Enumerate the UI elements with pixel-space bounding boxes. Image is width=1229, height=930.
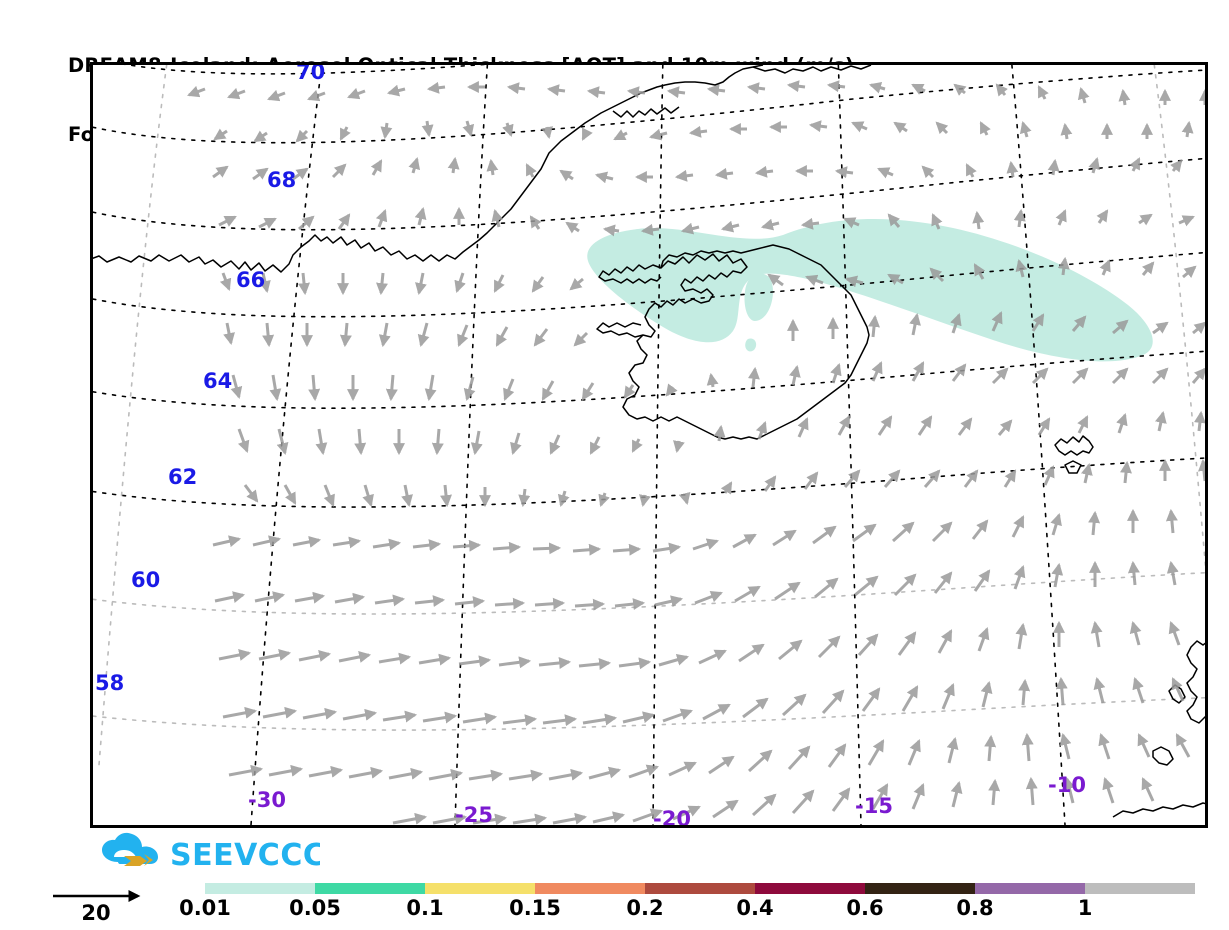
colorbar-segment-6 [865,883,975,894]
lon-line-20 [652,65,664,825]
coastline-faroe-islands [1054,435,1094,456]
lat-label-66: 66 [236,268,265,292]
lon-line-10 [1011,65,1066,825]
colorbar-segment-3 [535,883,645,894]
colorbar-segment-0 [205,883,315,894]
scale-arrow-label: 20 [81,901,110,925]
lon-label-10: -10 [1048,773,1086,797]
lat-label-62: 62 [168,465,197,489]
lon-label-15: -15 [855,794,893,818]
aot-patch-small [745,338,757,352]
wind-row-12 [218,620,1181,670]
latitude-labels: 70 68 66 64 62 60 58 [95,65,325,695]
lat-label-64: 64 [203,369,232,393]
wind-row-8 [237,410,1205,456]
lat-line-66 [93,157,1205,231]
colorbar-tick-8: 1 [1077,896,1093,920]
wind-row-14 [228,732,1191,782]
lon-line-34 [98,65,168,766]
coastline-greenland-inlet [612,106,680,118]
wind-scale-svg: 20 [53,890,141,925]
wind-row-13 [222,676,1185,727]
lon-label-30: -30 [248,788,286,812]
map-canvas: 70 68 66 64 62 60 58 -30 -25 -20 -15 -10 [93,65,1205,825]
coastline-iceland-westfjords [598,264,662,284]
lat-line-62 [93,350,1205,410]
arrow-icon [124,854,153,866]
colorbar-tick-0: 0.01 [179,896,231,920]
wind-scale-reference: 20 [48,886,168,926]
map-panel[interactable]: 70 68 66 64 62 60 58 -30 -25 -20 -15 -10 [90,62,1208,828]
lon-label-25: -25 [455,803,493,825]
colorbar-tick-5: 0.4 [736,896,774,920]
colorbar-tick-6: 0.6 [846,896,884,920]
aot-patch-central [744,273,773,321]
colorbar-tick-4: 0.2 [626,896,664,920]
wind-row-5 [219,256,1197,296]
lon-line-30 [250,65,323,825]
colorbar-tick-7: 0.8 [956,896,994,920]
wind-row-2 [213,120,1194,143]
coastline-faroe-south [1064,460,1082,474]
wind-row-9 [243,458,1205,508]
wind-row-3 [212,156,1183,184]
wind-row-15 [392,776,1155,825]
coastline-greenland-north [752,65,872,74]
seevccc-logo: SEEVCCC [100,832,325,873]
wind-row-10 [212,508,1178,556]
wind-row-7 [230,361,1205,402]
lat-line-64 [93,251,1205,318]
coastline-scotland-mainland [1112,802,1205,818]
cloud-icon [102,832,158,864]
coastline-iceland [622,244,870,440]
colorbar-segment-2 [425,883,535,894]
lat-line-56 [93,696,1205,731]
lat-line-58 [93,571,1205,615]
wind-row-11 [214,560,1179,611]
aot-plume-main [587,218,1153,362]
colorbar-segment-5 [755,883,865,894]
lon-line-25 [454,65,489,825]
wind-row-6 [223,311,1205,348]
colorbar-segment-7 [975,883,1085,894]
colorbar-tick-2: 0.1 [406,896,444,920]
longitude-gridlines [98,65,1205,825]
colorbar-tick-1: 0.05 [289,896,341,920]
aot-colorbar[interactable] [205,883,1195,894]
lat-label-58: 58 [95,671,124,695]
lat-line-68 [93,69,1205,144]
coastline-orkney [1152,746,1174,766]
coastline-iceland-snaefellsnes [596,322,644,338]
aot-colorbar-labels: 0.01 0.05 0.1 0.15 0.2 0.4 0.6 0.8 1 [179,896,1195,926]
coastline-scotland [1186,640,1205,724]
lon-line-6 [1153,65,1205,570]
aot-plume-layer [587,218,1153,362]
colorbar-segment-4 [645,883,755,894]
latitude-gridlines [93,65,1205,731]
longitude-labels: -30 -25 -20 -15 -10 [248,773,1086,825]
lon-line-15 [837,65,862,825]
lat-label-70: 70 [296,65,325,84]
wind-row-1 [187,80,1205,106]
logo-svg: SEEVCCC [102,832,325,873]
lon-label-20: -20 [653,807,691,825]
logo-text: SEEVCCC [170,838,320,872]
lat-line-70 [124,65,487,75]
colorbar-segment-8 [1085,883,1195,894]
wind-vector-field [187,80,1205,825]
colorbar-tick-3: 0.15 [509,896,561,920]
wind-row-4 [218,206,1195,237]
lat-label-68: 68 [267,168,296,192]
lat-label-60: 60 [131,568,160,592]
colorbar-segment-1 [315,883,425,894]
lat-line-60 [93,457,1205,508]
